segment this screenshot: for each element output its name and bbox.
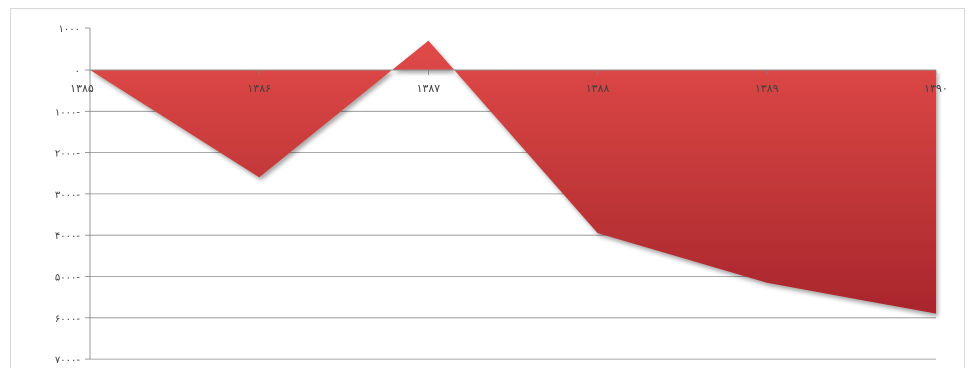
x-tick-labels: ۱۳۸۵ ۱۳۸۶ ۱۳۸۷ ۱۳۸۸ ۱۳۸۹ ۱۳۹۰ [70, 70, 948, 95]
area-fill [90, 40, 936, 314]
chart-border [10, 8, 965, 368]
y-tick-label: ۱۰۰۰- [55, 107, 80, 118]
x-tick-label: ۱۳۸۵ [70, 82, 94, 95]
y-tick-label: ۷۰۰۰- [55, 355, 80, 366]
y-tick-label: ۶۰۰۰- [55, 314, 80, 325]
y-tick-labels: ۱۰۰۰ ۰ ۱۰۰۰- ۲۰۰۰- ۳۰۰۰- ۴۰۰۰- ۵۰۰۰- ۶۰۰۰- ۷۰۰۰- [55, 24, 80, 366]
series-area [90, 40, 936, 314]
x-tick-label: ۱۳۸۶ [247, 82, 271, 95]
x-tick-label: ۱۳۸۹ [755, 82, 779, 95]
y-tick-label: ۵۰۰۰- [55, 273, 80, 284]
y-tick-label: ۲۰۰۰- [55, 149, 80, 160]
y-tick-label: ۴۰۰۰- [55, 231, 80, 242]
y-tick-label: ۳۰۰۰- [55, 190, 80, 201]
x-tick-label: ۱۳۹۰ [924, 82, 948, 95]
y-tick-label: ۱۰۰۰ [59, 24, 80, 35]
x-tick-label: ۱۳۸۷ [417, 82, 441, 95]
y-tick-label: ۰ [75, 66, 80, 77]
x-tick-label: ۱۳۸۸ [586, 82, 610, 95]
